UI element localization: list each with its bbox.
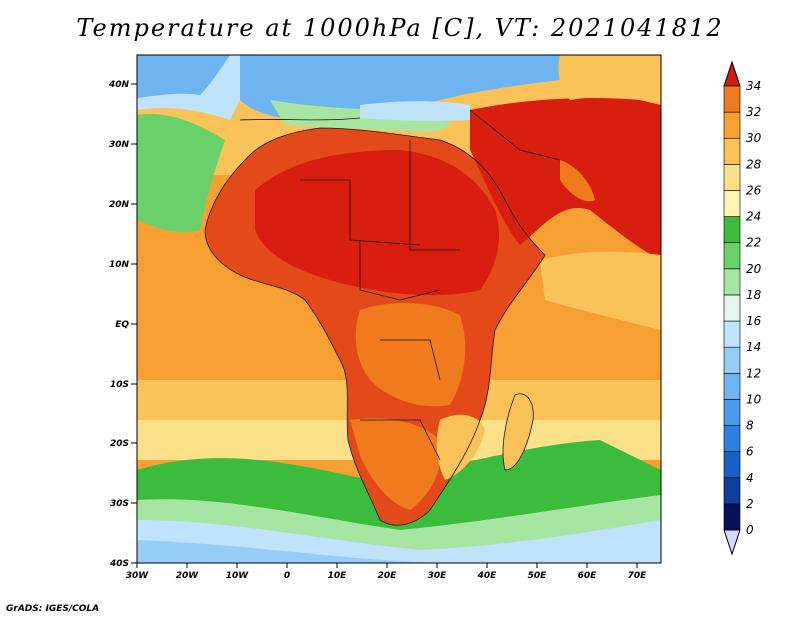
border-line [239,117,361,121]
colorbar-swatch [723,111,741,139]
coastlines-borders [204,109,561,526]
lon-tick-label: 70E [628,571,648,581]
mediterranean-east-pale [360,101,470,121]
lon-tick-label: 0 [284,571,290,581]
colorbar-swatch [723,425,741,452]
madagascar [503,393,534,470]
colorbar-level-label: 12 [746,366,761,380]
lat-tick-label: 40N [108,80,130,90]
border-line [360,419,441,461]
africa-central-orange [355,303,466,407]
central-asia-green [558,55,661,100]
ocean-north-atlantic-green [137,114,225,232]
border-line [380,339,441,381]
colorbar-level-label: 28 [746,157,762,171]
lon-tick-label: 20W [176,571,200,581]
border-line [409,140,460,251]
colorbar-swatch [723,190,741,217]
colorbar-swatch [723,372,741,400]
lat-tick-label: 30S [110,499,129,509]
persian-gulf-orange [560,160,595,202]
colorbar-level-label: 0 [746,523,754,537]
map-plot-area [137,55,661,563]
lon-tick-label: 10E [328,571,348,581]
lon-tick-label: 10W [226,571,250,581]
colorbar-under-triangle [723,529,741,556]
lon-tick-label: 40E [477,571,498,581]
colorbar-level-label: 2 [746,497,754,511]
africa-coastline [204,127,546,526]
colorbar-swatch [723,294,741,322]
colorbar-level-label: 24 [746,210,761,224]
ocean-north-atlantic-blue [137,55,230,98]
madagascar-coast [502,393,534,471]
lat-tick-label: 20N [109,200,130,210]
sahara-hot-core [255,150,500,296]
colorbar-level-label: 22 [746,236,761,250]
colorbar-swatch [723,477,741,505]
colorbar-level-label: 18 [746,288,762,302]
lat-tick-label: 10S [110,380,129,390]
lon-tick-label: 50E [528,571,548,581]
ocean-band-south-blue [137,540,440,563]
colorbar-swatch [723,216,741,244]
lon-axis: 30W 20W 10W 0 10E 20E 30E 40E 50E 60E 70… [126,563,647,581]
plot-frame [136,54,662,564]
credit-text: GrADS: IGES/COLA [6,604,100,614]
colorbar-level-label: 8 [746,419,754,433]
colorbar-swatch [723,268,741,296]
colorbar-swatch [723,399,741,426]
lon-tick-label: 20E [378,571,398,581]
map-title: Temperature at 1000hPa [C], VT: 20210418… [76,14,724,42]
colorbar-level-label: 30 [746,131,762,145]
africa-south-warm [350,418,441,510]
colorbar-level-label: 16 [746,314,762,328]
lat-tick-label: 10N [109,260,130,270]
colorbar-swatch [723,137,741,165]
colorbar-swatch [723,451,741,479]
lat-tick-label: 40S [109,559,129,569]
colorbar-level-label: 20 [746,262,762,276]
colorbar-level-label: 14 [746,340,761,354]
lat-tick-label: 20S [110,439,129,449]
lat-axis: 40N 30N 20N 10N EQ 10S 20S 30S 40S [108,80,137,569]
colorbar-swatch [723,164,741,191]
lat-tick-label: EQ [115,320,129,330]
colorbar-swatch [723,346,741,374]
colorbar-level-label: 6 [746,445,754,459]
colorbar-level-label: 10 [746,392,762,406]
colorbar-swatch [723,320,741,348]
lon-tick-label: 30E [428,571,448,581]
colorbar-level-label: 4 [746,471,754,485]
colorbar-swatch [723,242,741,270]
africa-southeast-mild [436,414,485,480]
lon-tick-label: 60E [578,571,598,581]
europe-cool-region [240,55,560,120]
colorbar-over-triangle [723,60,741,87]
colorbar-swatch [723,85,741,113]
border-line [300,179,421,246]
border-line [469,109,561,161]
colorbar-level-label: 34 [746,79,761,93]
border-line [359,240,441,301]
lat-tick-label: 30N [109,140,130,150]
lon-tick-label: 30W [126,571,150,581]
colorbar-swatch [723,503,741,531]
colorbar-level-label: 26 [746,183,762,197]
colorbar-level-label: 32 [746,105,761,119]
arabian-sea-mild [540,251,661,330]
